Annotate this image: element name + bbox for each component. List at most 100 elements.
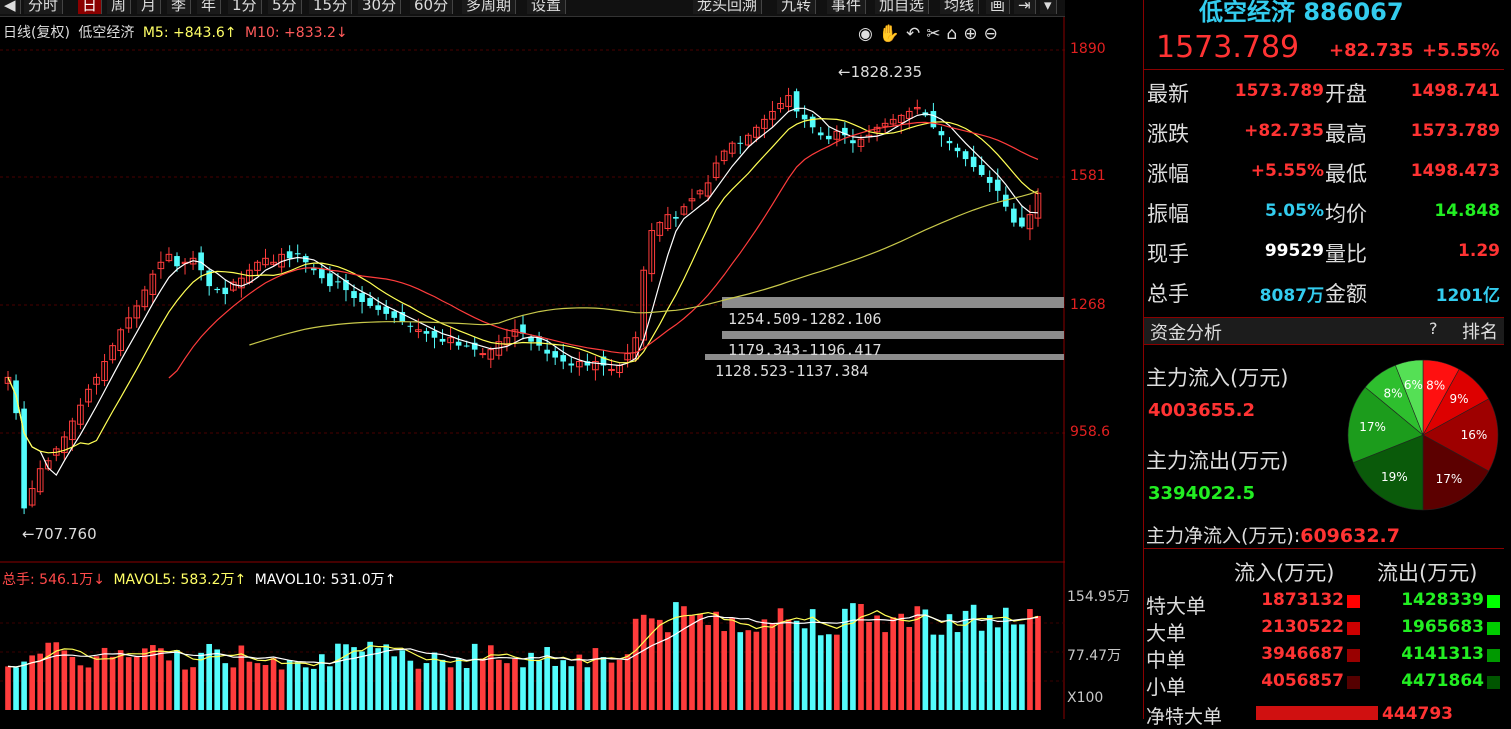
- total-volume: 总手: 546.1万↓: [2, 572, 105, 588]
- price-axis-label: 1890: [1070, 41, 1106, 57]
- add-watchlist-button[interactable]: 加自选: [875, 0, 930, 14]
- candle-body: [165, 253, 173, 262]
- candle-body: [407, 325, 414, 327]
- zoom-out-icon[interactable]: ⊖: [983, 24, 1004, 44]
- quote-row: 涨幅 +5.55% 最低 1498.473: [1144, 158, 1504, 198]
- candle-body: [801, 114, 808, 120]
- undo-icon[interactable]: ↶: [906, 24, 927, 44]
- outflow-swatch: [1487, 676, 1500, 689]
- volume-bar: [407, 660, 414, 710]
- volume-bar: [640, 614, 647, 710]
- tab-quarter[interactable]: 季: [167, 0, 192, 14]
- tab-week[interactable]: 周: [107, 0, 132, 14]
- candle-body: [889, 118, 897, 125]
- order-outflow-value: 1965683: [1401, 617, 1484, 637]
- candle-body: [793, 91, 800, 112]
- candle-body: [664, 214, 672, 230]
- fund-analysis-title: 资金分析: [1150, 323, 1222, 344]
- tab-15min[interactable]: 15分: [309, 0, 353, 14]
- volume-bar: [938, 634, 945, 710]
- volume-bar: [415, 668, 422, 710]
- candle-body: [270, 261, 277, 265]
- tab-fenshi[interactable]: 分时: [24, 0, 64, 14]
- kline-chart[interactable]: [0, 17, 1065, 719]
- tab-30min[interactable]: 30分: [358, 0, 402, 14]
- hand-icon[interactable]: ✋: [878, 24, 907, 44]
- quote-value: 1573.789: [1410, 121, 1500, 141]
- volume-bar: [93, 656, 100, 710]
- tab-day[interactable]: 日: [78, 0, 103, 14]
- candle-body: [391, 311, 398, 318]
- volume-bar: [439, 659, 446, 710]
- candle-body: [817, 132, 824, 136]
- volume-bar: [737, 632, 744, 710]
- divider: [1144, 69, 1504, 70]
- volume-bar: [504, 663, 510, 710]
- price-change: +82.735: [1329, 40, 1414, 61]
- scissors-icon[interactable]: ✂: [926, 24, 947, 44]
- volume-bar: [584, 667, 591, 710]
- help-icon[interactable]: ?: [1429, 319, 1438, 338]
- quote-value: 1573.789: [1234, 81, 1324, 101]
- candle-body: [584, 361, 591, 366]
- pie-slice-label: 8%: [1383, 387, 1402, 401]
- volume-bar: [37, 653, 44, 710]
- tab-multi-period[interactable]: 多周期: [462, 0, 517, 14]
- candle-body: [994, 179, 1001, 191]
- index-name: 低空经济: [78, 25, 135, 41]
- zoom-in-icon[interactable]: ⊕: [963, 24, 984, 44]
- volume-bar: [351, 647, 357, 710]
- tab-nine-turns[interactable]: 九转: [777, 0, 817, 14]
- tab-events[interactable]: 事件: [827, 0, 867, 14]
- volume-axis-label: 77.47万: [1067, 648, 1122, 664]
- candle-body: [415, 329, 422, 332]
- volume-bar: [327, 666, 333, 710]
- candle-body: [367, 298, 373, 306]
- candlestick-series: [4, 87, 1042, 515]
- tab-60min[interactable]: 60分: [410, 0, 454, 14]
- outflow-swatch: [1487, 649, 1500, 662]
- candle-body: [511, 329, 519, 337]
- candle-body: [1011, 208, 1017, 223]
- tab-month[interactable]: 月: [137, 0, 162, 14]
- rank-button[interactable]: 排名: [1462, 322, 1498, 343]
- quote-row: 涨跌 +82.735 最高 1573.789: [1144, 118, 1504, 158]
- candle-body: [455, 341, 462, 346]
- volume-series: [5, 602, 1041, 710]
- quote-value: 8087万: [1259, 286, 1324, 306]
- tab-1min[interactable]: 1分: [228, 0, 262, 14]
- dock-right-icon[interactable]: ⇥: [1014, 0, 1036, 14]
- volume-bar: [69, 656, 76, 710]
- candle-body: [1026, 214, 1034, 230]
- chevron-down-icon[interactable]: ▾: [1040, 0, 1057, 14]
- fund-pie-chart: 8% 9% 16% 17% 19% 17% 8%6%: [1347, 359, 1499, 511]
- tab-ma[interactable]: 均线: [940, 0, 980, 14]
- pie-slice-label: 8%: [1426, 379, 1445, 393]
- back-icon[interactable]: ◀: [0, 0, 21, 14]
- volume-bar: [890, 617, 896, 710]
- volume-bar: [954, 632, 961, 710]
- candle-body: [688, 198, 696, 202]
- quote-value: 1498.741: [1410, 81, 1500, 101]
- candle-body: [206, 270, 212, 287]
- volume-bar: [431, 652, 438, 710]
- volume-bar: [528, 652, 534, 710]
- outflow-swatch: [1487, 595, 1500, 608]
- candle-body: [302, 256, 309, 263]
- tab-year[interactable]: 年: [197, 0, 222, 14]
- tab-settings[interactable]: 设置: [527, 0, 567, 14]
- main-net-inflow: 主力净流入(万元):609632.7: [1146, 521, 1400, 548]
- order-outflow-value: 1428339: [1401, 590, 1484, 610]
- tab-leader-review[interactable]: 龙头回溯: [693, 0, 763, 14]
- eye-icon[interactable]: ◉: [858, 24, 879, 44]
- volume-bar: [713, 611, 719, 710]
- lock-icon[interactable]: ⌂: [946, 24, 964, 44]
- tab-5min[interactable]: 5分: [268, 0, 302, 14]
- tab-draw[interactable]: 画: [986, 0, 1011, 14]
- volume-bar: [930, 634, 937, 710]
- volume-bar: [970, 604, 977, 710]
- zone-label: 1128.523-1137.384: [715, 362, 869, 380]
- candle-body: [359, 293, 365, 302]
- candle-body: [744, 134, 752, 146]
- quote-value: 1.29: [1458, 241, 1500, 261]
